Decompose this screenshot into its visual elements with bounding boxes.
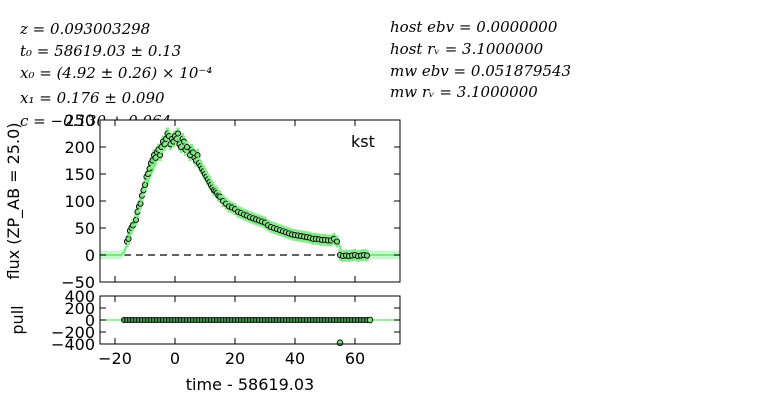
pull-x-tick-label: 20: [225, 349, 245, 368]
param-x1: x₁ = 0.176 ± 0.090: [20, 89, 165, 107]
pull-axis-label: pull: [8, 305, 27, 334]
flux-y-tick-label: 250: [64, 111, 95, 130]
pull-y-tick-label: −400: [51, 335, 95, 354]
band-label: kst: [351, 132, 375, 151]
param-redshift: z = 0.093003298: [20, 20, 151, 38]
flux-y-tick-label: 150: [64, 165, 95, 184]
param-mw-ebv: mw ebv = 0.051879543: [390, 62, 572, 80]
param-t0: t₀ = 58619.03 ± 0.13: [20, 42, 182, 60]
pull-x-tick-label: −20: [98, 349, 132, 368]
observation-point: [125, 235, 132, 242]
param-host-rv: host rᵥ = 3.1000000: [390, 40, 544, 58]
flux-panel: −50 0 50 100 150 200 250: [61, 111, 401, 292]
observation-point: [156, 152, 164, 159]
pull-end-point: [366, 316, 374, 324]
flux-y-tick-label: 0: [85, 246, 95, 265]
pull-x-tick-label: 0: [170, 349, 180, 368]
observation-point: [194, 152, 201, 159]
flux-y-tick-label: −50: [61, 273, 95, 292]
flux-y-tick-label: 100: [64, 192, 95, 211]
param-mw-rv: mw rᵥ = 3.1000000: [390, 83, 538, 101]
pull-y-tick-label: 400: [64, 287, 95, 306]
observation-point: [141, 181, 149, 188]
observation-point: [174, 130, 182, 137]
observation-point: [132, 216, 140, 223]
pull-y-tick-label: 200: [64, 299, 95, 318]
flux-axis-label: flux (ZP_AB = 25.0): [4, 123, 24, 280]
pull-y-tick-label: 0: [85, 311, 95, 330]
flux-y-tick-label: 200: [64, 138, 95, 157]
param-host-ebv: host ebv = 0.0000000: [390, 18, 558, 36]
observation-point: [137, 200, 144, 207]
flux-y-tick-label: 50: [75, 219, 95, 238]
pull-x-tick-label: 60: [345, 349, 365, 368]
observation-point: [363, 252, 371, 259]
pull-y-tick-label: −200: [51, 323, 95, 342]
param-x0: x₀ = (4.92 ± 0.26) × 10⁻⁴: [20, 64, 213, 82]
pull-outlier-point: [336, 339, 344, 347]
observation-point: [183, 143, 191, 151]
x-axis-label: time - 58619.03: [186, 375, 314, 394]
observation-point: [333, 238, 341, 245]
pull-x-tick-label: 40: [285, 349, 305, 368]
